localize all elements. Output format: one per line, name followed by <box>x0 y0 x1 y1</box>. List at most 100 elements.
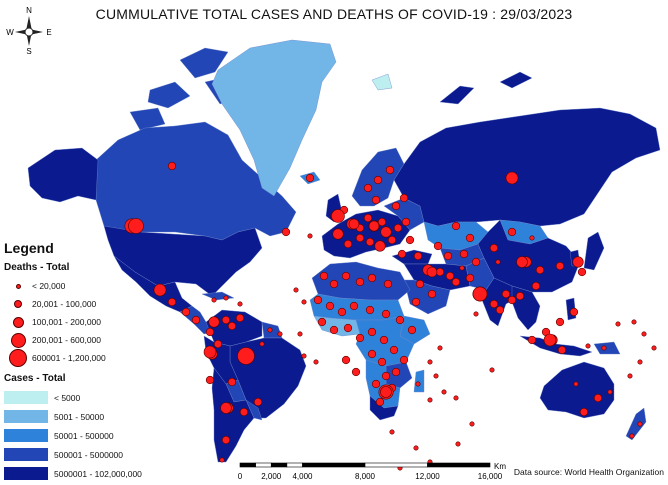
death-dot <box>213 339 223 349</box>
scale-bar-segment <box>255 462 272 468</box>
death-dot <box>365 237 375 247</box>
scale-bar-tick-label: 4,000 <box>292 472 313 481</box>
death-dot <box>405 235 415 245</box>
country-greenland <box>211 39 337 197</box>
death-dot <box>535 265 545 275</box>
country-svalbard <box>371 73 393 91</box>
death-dot <box>191 315 201 325</box>
death-dot <box>407 325 417 335</box>
death-dot <box>375 397 385 407</box>
death-dot <box>433 373 439 379</box>
death-dot <box>329 279 339 289</box>
legend-death-dot-icon <box>14 300 22 308</box>
death-dot-large <box>380 386 392 398</box>
legend-deaths-item: 20,001 - 100,000 <box>4 295 154 313</box>
death-dot <box>637 359 643 365</box>
death-dot <box>531 281 541 291</box>
death-dot <box>555 261 565 271</box>
death-dot <box>301 299 307 305</box>
scale-bar-segment <box>302 462 366 468</box>
country-australia <box>539 361 615 419</box>
death-dot <box>501 289 511 299</box>
compass-rose-icon: N S W E <box>6 6 51 56</box>
scale-bar-tick-label: 2,000 <box>261 472 282 481</box>
death-dot <box>427 397 433 403</box>
death-dot <box>489 243 499 253</box>
legend-cases-swatch <box>4 448 48 461</box>
death-dot <box>367 349 377 359</box>
death-dot <box>389 345 399 355</box>
death-dot <box>415 381 421 387</box>
death-dot <box>253 397 263 407</box>
compass-s: S <box>26 47 31 56</box>
death-dot <box>363 183 373 193</box>
death-dot-large <box>348 218 360 230</box>
death-dot <box>453 395 459 401</box>
death-dot <box>459 249 469 259</box>
death-dot <box>607 389 613 395</box>
death-dot-large <box>128 218 144 234</box>
death-dot-large <box>237 347 255 365</box>
scale-bar-segment <box>286 462 303 468</box>
legend-deaths-label: < 20,000 <box>32 281 66 291</box>
legend-deaths-item: 100,001 - 200,000 <box>4 313 154 331</box>
death-dot <box>593 393 603 403</box>
death-dot <box>572 256 584 268</box>
compass-e: E <box>46 28 51 37</box>
death-dot <box>391 201 401 211</box>
death-dot-large <box>543 333 557 347</box>
death-dot <box>219 457 225 463</box>
scale-bar-unit: Km <box>494 462 506 471</box>
death-dot <box>389 429 395 435</box>
legend-cases-item: 5000001 - 102,000,000 <box>4 464 154 483</box>
death-dot <box>237 301 243 307</box>
map-legend: Legend Deaths - Total < 20,000 20,001 - 1… <box>4 240 154 483</box>
death-dot <box>495 305 505 315</box>
country-papua-new-guinea <box>593 341 621 355</box>
death-dot <box>337 307 347 317</box>
country-arctic-canada <box>129 47 241 131</box>
death-dot <box>455 441 461 447</box>
death-dot <box>413 251 423 261</box>
compass-center <box>24 27 34 37</box>
death-dot <box>471 257 481 267</box>
country-usa-alaska <box>27 147 99 203</box>
death-dot <box>325 301 335 311</box>
death-dot <box>277 331 283 337</box>
legend-deaths-item: < 20,000 <box>4 277 154 295</box>
death-dot <box>313 359 319 365</box>
death-dot <box>181 307 191 317</box>
death-dot <box>515 291 525 301</box>
death-dot <box>349 301 359 311</box>
death-dot <box>205 327 215 337</box>
scale-bar-tick-label: 0 <box>238 472 243 481</box>
death-dot <box>585 343 591 349</box>
death-dot-large <box>472 286 488 302</box>
death-dot <box>281 227 291 237</box>
death-dot <box>411 297 421 307</box>
legend-deaths-title: Deaths - Total <box>4 262 70 273</box>
death-dot <box>529 235 535 241</box>
death-dot <box>208 316 220 328</box>
legend-deaths-label: 100,001 - 200,000 <box>32 317 102 327</box>
country-new-zealand <box>625 407 647 441</box>
death-dot <box>427 359 433 365</box>
death-dot <box>427 289 437 299</box>
death-dot <box>413 445 419 451</box>
death-dot <box>557 345 567 355</box>
death-dot <box>332 228 344 240</box>
death-dot <box>341 355 351 365</box>
death-dot <box>381 371 391 381</box>
death-dot <box>631 319 637 325</box>
death-dot <box>507 227 517 237</box>
death-dot <box>377 357 387 367</box>
death-dot <box>239 407 249 417</box>
death-dot <box>399 193 409 203</box>
legend-cases-label: 5001 - 50000 <box>54 411 105 422</box>
legend-death-dot-icon <box>9 349 27 367</box>
legend-deaths-item: 600001 - 1,200,000 <box>4 349 154 367</box>
country-uruguay-paraguay <box>245 399 263 421</box>
death-dot <box>351 367 361 377</box>
death-dot <box>399 355 409 365</box>
